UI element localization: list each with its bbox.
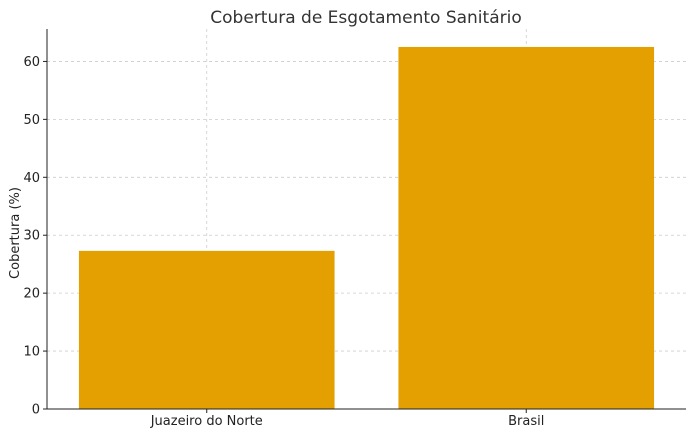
bars bbox=[78, 46, 655, 410]
axes bbox=[43, 29, 686, 413]
y-tick-label: 60 bbox=[23, 55, 40, 70]
bar bbox=[398, 46, 655, 410]
y-tick-label: 30 bbox=[23, 229, 40, 244]
x-tick-label: Brasil bbox=[508, 414, 544, 429]
x-tick-label: Juazeiro do Norte bbox=[150, 414, 263, 429]
y-tick-label: 20 bbox=[23, 287, 40, 302]
y-tick-label: 40 bbox=[23, 171, 40, 186]
bar bbox=[78, 250, 335, 409]
y-tick-label: 50 bbox=[23, 113, 40, 128]
chart-title: Cobertura de Esgotamento Sanitário bbox=[210, 8, 521, 28]
y-axis-label: Cobertura (%) bbox=[8, 187, 23, 279]
tick-labels: 0 10 20 30 40 50 60 Juazeiro do Norte Brasil bbox=[23, 55, 544, 429]
y-tick-label: 10 bbox=[23, 345, 40, 360]
y-tick-label: 0 bbox=[32, 403, 40, 418]
